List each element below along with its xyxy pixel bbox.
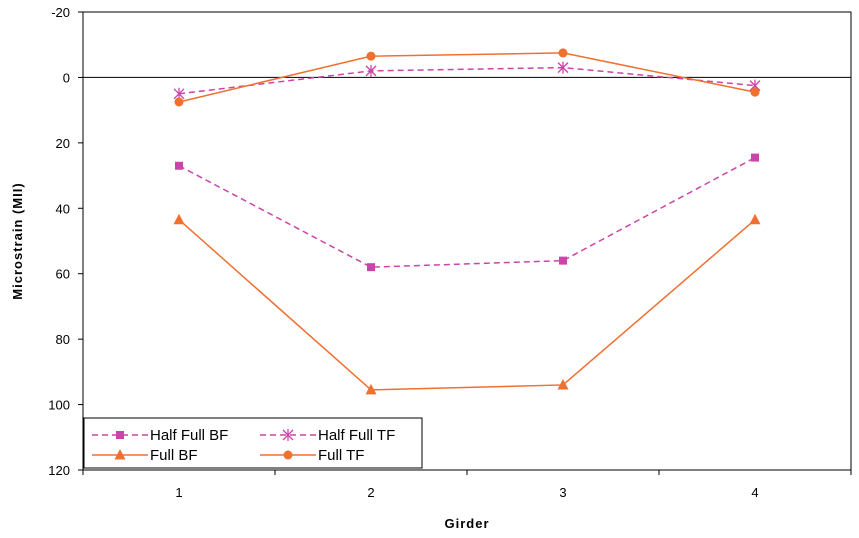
data-point: [365, 64, 377, 77]
series-full-tf: [174, 48, 760, 107]
legend-item: Full TF: [260, 447, 364, 464]
y-axis-title: Microstrain (MII): [10, 182, 25, 299]
legend-item: Half Full BF: [92, 427, 228, 444]
data-point: [174, 97, 184, 107]
legend-label: Full BF: [150, 447, 198, 464]
legend-label: Full TF: [318, 447, 364, 464]
series-line: [178, 66, 756, 95]
legend-box: [83, 417, 423, 469]
series-half-full-bf: [175, 153, 759, 272]
series-line: [178, 52, 756, 103]
data-point: [557, 378, 569, 390]
data-point: [367, 263, 375, 272]
data-point: [558, 48, 568, 58]
y-tick-label: 100: [48, 398, 70, 413]
legend: Half Full BF Half Full TF Full BF Full TF: [83, 417, 423, 469]
series-full-bf: [173, 213, 761, 395]
data-point: [750, 87, 760, 97]
y-tick-label: 0: [63, 70, 70, 85]
legend-swatch-marker: [116, 431, 124, 439]
x-tick-label: 3: [559, 485, 566, 500]
y-tick-label: 80: [56, 332, 70, 347]
y-axis-ticks: -20 0 20 40 60 80 100 120: [48, 5, 83, 478]
series-layer: [173, 48, 761, 395]
data-point: [749, 213, 761, 225]
data-point: [175, 161, 183, 170]
series-half-full-tf: [173, 61, 761, 100]
y-tick-label: -20: [51, 5, 70, 20]
data-point: [559, 256, 567, 265]
x-tick-label: 4: [751, 485, 758, 500]
x-tick-label: 2: [367, 485, 374, 500]
series-line: [178, 156, 756, 268]
data-point: [173, 213, 185, 225]
data-point: [751, 153, 759, 162]
y-tick-label: 20: [56, 136, 70, 151]
legend-item: Half Full TF: [260, 427, 395, 444]
y-tick-label: 40: [56, 201, 70, 216]
x-tick-label: 1: [175, 485, 182, 500]
data-point: [365, 383, 377, 395]
data-point: [366, 51, 376, 61]
y-tick-label: 120: [48, 463, 70, 478]
legend-item: Full BF: [92, 447, 198, 464]
legend-swatch-marker: [114, 449, 126, 460]
x-axis-ticks: 1 2 3 4: [82, 470, 852, 500]
legend-label: Half Full TF: [318, 427, 395, 444]
y-tick-label: 60: [56, 267, 70, 282]
legend-swatch-marker: [282, 429, 294, 441]
series-line: [178, 219, 756, 391]
legend-swatch-marker: [283, 450, 293, 460]
x-axis-title: Girder: [444, 516, 489, 531]
legend-label: Half Full BF: [150, 427, 228, 444]
plot-area: [82, 11, 852, 471]
data-point: [557, 61, 569, 74]
